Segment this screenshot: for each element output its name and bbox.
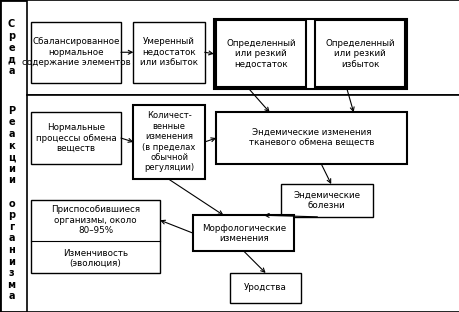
Bar <box>193 215 294 251</box>
Text: Количест-
венные
изменения
(в пределах
обычной
регуляции): Количест- венные изменения (в пределах о… <box>142 111 196 173</box>
Bar <box>314 20 404 87</box>
Bar <box>133 105 204 179</box>
Bar <box>280 184 372 217</box>
Text: Эндемические
болезни: Эндемические болезни <box>292 191 359 210</box>
Bar <box>31 112 121 164</box>
Text: Приспособившиеся
организмы, около
80–95%: Приспособившиеся организмы, около 80–95% <box>51 205 140 235</box>
Text: Умеренный
недостаток
или избыток: Умеренный недостаток или избыток <box>140 37 198 67</box>
Text: С
р
е
д
а: С р е д а <box>8 19 15 76</box>
Text: Нормальные
процессы обмена
веществ: Нормальные процессы обмена веществ <box>36 123 116 153</box>
Bar <box>31 200 160 273</box>
Bar <box>230 273 301 303</box>
Text: Р
е
а
к
ц
и
и
 
о
р
г
а
н
и
з
м
а: Р е а к ц и и о р г а н и з м а <box>7 106 16 301</box>
Text: Морфологические
изменения: Морфологические изменения <box>202 223 285 243</box>
Bar <box>31 22 121 83</box>
Bar <box>216 20 305 87</box>
Text: Сбалансированное
нормальное
содержание элементов: Сбалансированное нормальное содержание э… <box>22 37 130 67</box>
Bar <box>216 112 406 164</box>
Text: Уродства: Уродства <box>244 283 286 292</box>
Bar <box>27 0 459 95</box>
Text: Определенный
или резкий
избыток: Определенный или резкий избыток <box>325 39 394 69</box>
Bar <box>213 19 406 89</box>
Text: Эндемические изменения
тканевого обмена веществ: Эндемические изменения тканевого обмена … <box>248 128 374 148</box>
Bar <box>133 22 204 83</box>
Bar <box>27 95 459 312</box>
Text: Определенный
или резкий
недостаток: Определенный или резкий недостаток <box>226 39 295 69</box>
Text: Изменчивость
(эволюция): Изменчивость (эволюция) <box>63 249 128 268</box>
